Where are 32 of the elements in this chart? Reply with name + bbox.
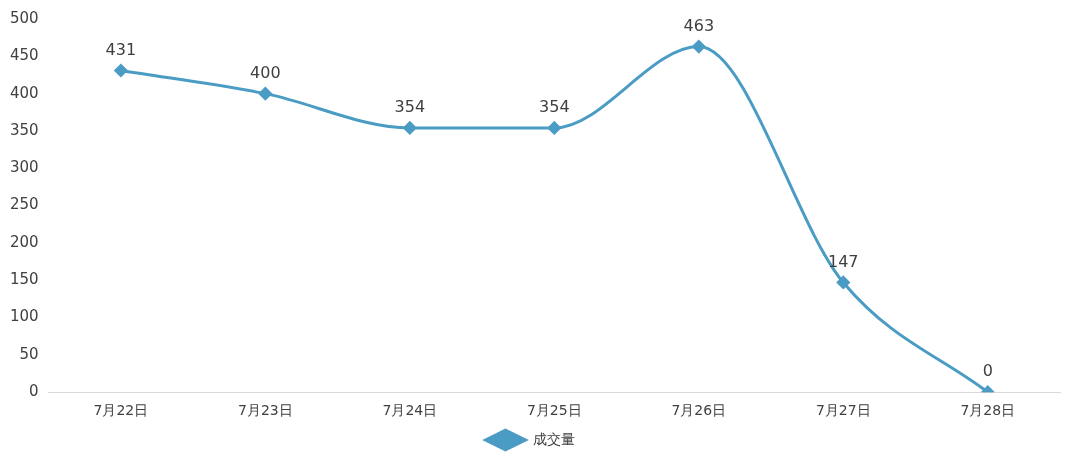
data-label: 0 xyxy=(982,361,993,381)
point xyxy=(403,121,417,135)
data-label: 354 xyxy=(539,97,570,117)
y-tick-label: 300 xyxy=(9,158,39,177)
y-tick-label: 450 xyxy=(9,46,39,65)
point xyxy=(836,275,850,289)
data-label: 400 xyxy=(250,62,281,82)
y-tick-label: 500 xyxy=(9,8,39,27)
y-tick-label: 400 xyxy=(9,83,39,102)
x-tick-label: 7月23日 xyxy=(237,402,293,419)
x-tick-label: 7月24日 xyxy=(382,402,438,419)
point xyxy=(114,64,128,77)
x-tick-label: 7月27日 xyxy=(815,402,871,419)
legend-label: 成交量 xyxy=(532,430,575,447)
y-tick-label: 50 xyxy=(19,344,39,363)
y-tick-label: 0 xyxy=(29,382,39,401)
point xyxy=(547,121,561,135)
data-label: 431 xyxy=(105,39,137,59)
data-label: 354 xyxy=(394,97,426,117)
x-tick-label: 7月22日 xyxy=(93,402,149,419)
data-label: 147 xyxy=(828,251,859,271)
data-label: 463 xyxy=(683,15,715,35)
point xyxy=(692,40,706,54)
y-tick-label: 100 xyxy=(9,307,39,326)
point xyxy=(258,87,272,101)
x-tick-label: 7月25日 xyxy=(526,402,582,419)
x-tick-label: 7月26日 xyxy=(671,402,727,419)
y-tick-label: 150 xyxy=(9,270,39,289)
x-tick-label: 7月28日 xyxy=(960,402,1016,419)
y-tick-label: 350 xyxy=(9,120,39,139)
y-tick-label: 200 xyxy=(9,232,39,251)
y-tick-label: 250 xyxy=(9,195,39,214)
